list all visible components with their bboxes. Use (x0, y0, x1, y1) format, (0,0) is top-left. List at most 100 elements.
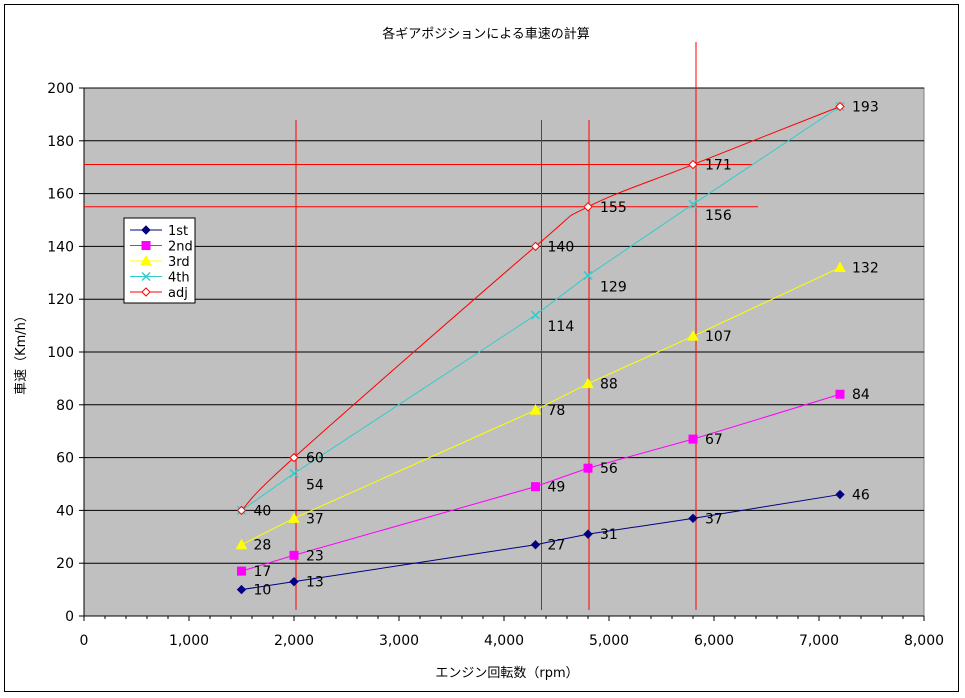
point-marker (583, 202, 593, 212)
data-label: 54 (306, 477, 324, 493)
point-marker (236, 505, 247, 516)
data-label: 10 (254, 583, 272, 599)
point-marker (289, 452, 299, 463)
data-label: 193 (852, 99, 879, 115)
series-1st (236, 489, 845, 595)
point-marker (237, 566, 246, 576)
x-tick-label: 0 (80, 633, 89, 649)
data-label: 88 (600, 377, 618, 393)
data-label: 67 (705, 432, 723, 448)
data-label: 107 (705, 329, 732, 345)
legend-label: 2nd (168, 240, 193, 255)
point-marker (835, 489, 845, 500)
legend-label: 3rd (168, 255, 190, 270)
point-marker (529, 404, 542, 415)
series-line (241, 494, 841, 591)
x-tick-label: 7,000 (799, 633, 839, 649)
data-label: 40 (254, 503, 272, 519)
point-marker (687, 330, 699, 341)
point-marker (141, 225, 151, 235)
data-labels: 10 13 27 31 37 46 17 23 49 56 67 84 28 37 78 88 107 132 54… (254, 99, 879, 598)
legend-item: 2nd (130, 240, 193, 255)
legend-label: adj (168, 286, 188, 301)
data-label: 129 (600, 279, 627, 295)
y-tick-label: 0 (65, 609, 74, 625)
x-tick-label: 4,000 (484, 633, 524, 649)
point-marker (141, 241, 151, 250)
data-label: 140 (548, 239, 575, 255)
reference-lines (84, 42, 758, 610)
series-line (241, 106, 841, 511)
y-tick-label: 100 (47, 345, 74, 361)
axes: 0 20 40 60 80 100 120 140 160 180 200 0 1,000 2,000 3,… (47, 81, 944, 649)
point-marker (688, 199, 698, 209)
x-tick-label: 1,000 (169, 633, 209, 649)
y-axis-title: 車速（Km/h） (14, 309, 29, 395)
series-line (241, 267, 841, 546)
data-label: 78 (548, 403, 566, 419)
point-marker (289, 550, 299, 560)
x-tick-label: 6,000 (694, 633, 734, 649)
point-marker (688, 513, 698, 524)
data-label: 84 (852, 387, 870, 403)
point-marker (288, 512, 300, 523)
data-label: 27 (548, 538, 566, 554)
point-marker (583, 529, 593, 539)
point-marker (140, 254, 152, 266)
legend-item: adj (130, 286, 188, 301)
point-marker (530, 310, 541, 320)
point-marker (235, 538, 248, 550)
y-tick-label: 40 (56, 503, 74, 519)
y-tick-label: 20 (56, 556, 74, 572)
x-tick-label: 3,000 (379, 633, 419, 649)
data-label: 23 (306, 548, 324, 564)
y-tick-label: 80 (56, 398, 74, 414)
data-label: 31 (600, 527, 618, 543)
data-label: 49 (548, 480, 566, 496)
point-marker (141, 287, 151, 297)
series-line (241, 393, 841, 572)
point-marker (688, 159, 698, 170)
chart-title: 各ギアポジションによる車速の計算 (382, 26, 590, 42)
point-marker (531, 482, 540, 492)
point-marker (530, 540, 541, 550)
legend-item: 4th (130, 271, 190, 286)
series (235, 101, 846, 595)
data-label: 56 (600, 461, 618, 477)
y-tick-label: 120 (47, 292, 74, 308)
data-label: 28 (254, 538, 272, 554)
point-marker (835, 101, 845, 112)
point-marker (834, 261, 846, 273)
data-label: 37 (705, 511, 723, 527)
data-label: 60 (306, 451, 324, 467)
point-marker (530, 241, 541, 252)
data-label: 132 (852, 261, 879, 277)
y-tick-label: 180 (47, 134, 74, 150)
legend-label: 4th (168, 271, 190, 286)
point-marker (583, 270, 593, 280)
point-marker (688, 434, 698, 444)
point-marker (289, 576, 299, 587)
data-label: 17 (254, 564, 272, 580)
point-marker (141, 271, 151, 282)
data-label: 37 (306, 511, 324, 527)
point-marker (583, 463, 593, 473)
series-3rd (235, 261, 846, 550)
y-tick-label: 200 (47, 81, 74, 97)
x-axis-title: エンジン回転数（rpm） (435, 666, 578, 681)
y-tick-label: 160 (47, 187, 74, 203)
series-adj (236, 101, 845, 516)
data-label: 155 (600, 200, 627, 216)
legend-label: 1st (168, 224, 188, 239)
y-tick-label: 140 (47, 239, 74, 255)
x-tick-label: 2,000 (274, 633, 314, 649)
x-tick-label: 8,000 (904, 633, 944, 649)
series-2nd (237, 389, 845, 576)
point-marker (236, 584, 247, 595)
legend-item: 1st (130, 224, 188, 239)
data-label: 114 (548, 319, 575, 335)
data-label: 171 (705, 158, 732, 174)
data-label: 13 (306, 575, 324, 591)
